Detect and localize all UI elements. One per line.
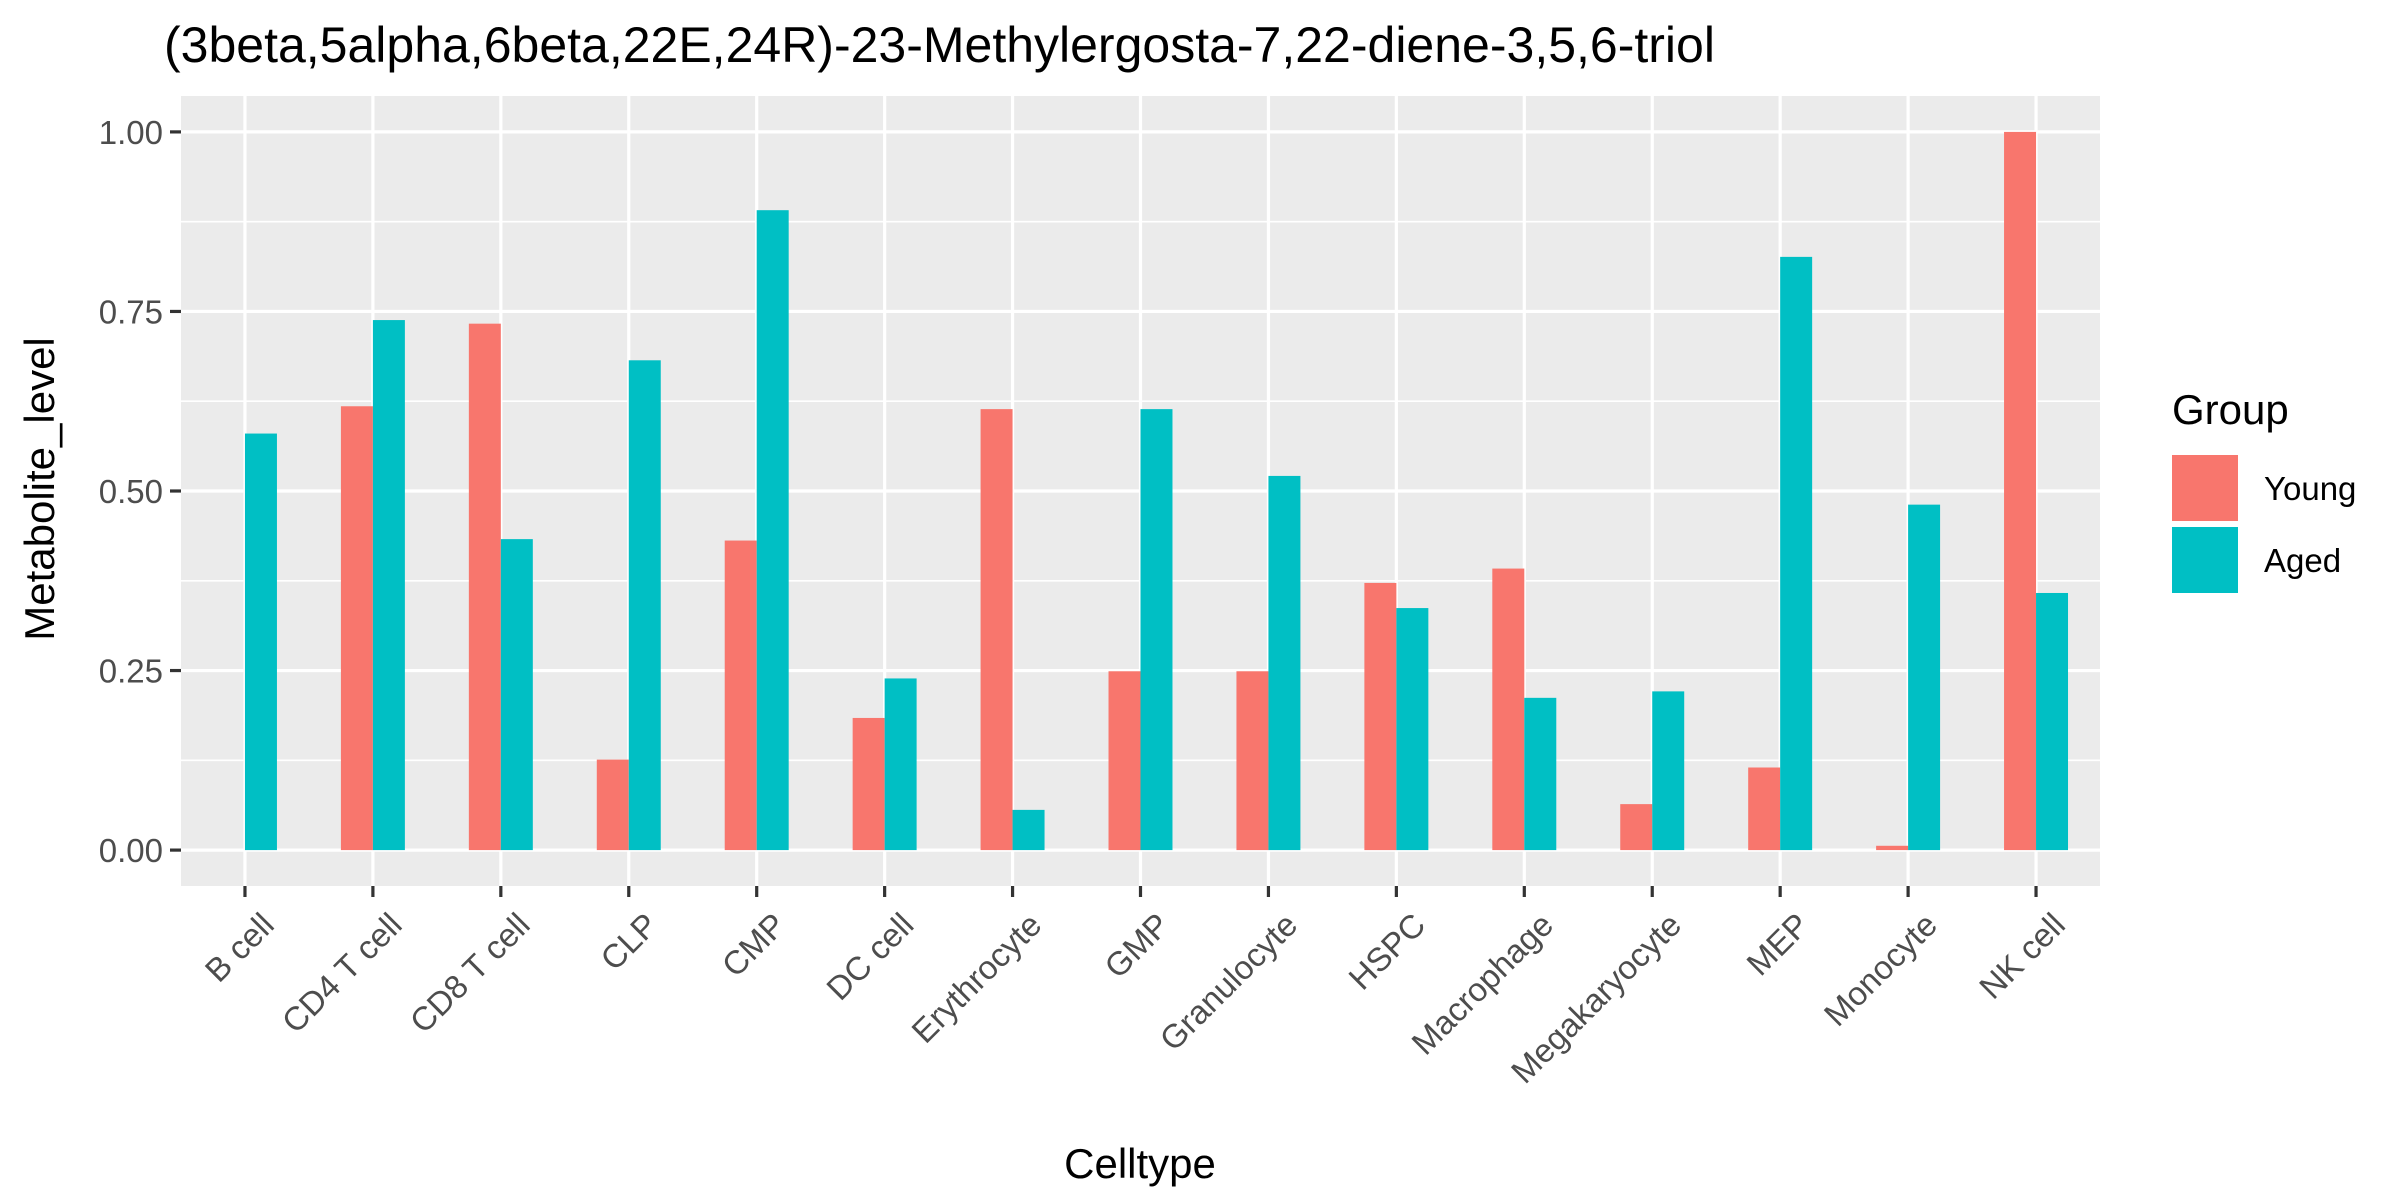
x-tick-label: CD8 T cell [403,906,537,1040]
legend-key-aged [2172,527,2238,593]
bar-aged-clp [628,360,661,851]
legend-items: Young Aged [2172,455,2356,593]
bar-aged-granulocyte [1268,475,1301,851]
bar-young-granulocyte [1236,671,1269,851]
bar-young-hspc [1364,582,1397,851]
x-tick-label: CD4 T cell [275,906,409,1040]
bar-young-erythrocyte [980,409,1013,851]
bar-aged-hspc [1396,608,1429,851]
x-tick-label: CLP [593,906,665,978]
y-tick-label: 0.25 [99,653,163,690]
x-tick-label: MEP [1739,906,1816,983]
legend: Group Young Aged [2172,386,2356,593]
bar-aged-cd8-t-cell [500,539,533,851]
legend-key-young [2172,455,2238,521]
bar-aged-cd4-t-cell [372,320,405,851]
bar-aged-dc-cell [884,678,917,851]
bar-aged-macrophage [1524,697,1557,851]
bar-aged-b-cell [244,433,277,851]
bar-young-cmp [724,540,757,851]
y-axis-title: Metabolite_level [16,337,63,641]
x-tick-label: Monocyte [1817,906,1944,1033]
bar-aged-megakaryocyte [1652,691,1685,851]
bar-young-monocyte [1876,845,1909,851]
bar-aged-monocyte [1908,504,1941,851]
bars [244,131,2069,851]
x-tick-label: Erythrocyte [904,906,1048,1050]
bar-young-nk-cell [2004,131,2037,851]
x-tick-label: CMP [715,906,793,984]
bar-young-clp [596,759,629,851]
bar-aged-erythrocyte [1012,809,1045,851]
x-tick-label: NK cell [1972,906,2072,1006]
bar-aged-cmp [756,210,789,851]
bar-young-dc-cell [852,717,885,851]
bar-aged-nk-cell [2036,592,2069,851]
y-tick-label: 0.50 [99,473,163,510]
bar-aged-mep [1780,256,1813,851]
bar-young-megakaryocyte [1620,804,1653,851]
legend-title: Group [2172,386,2289,433]
plot-panel [181,96,2100,886]
x-tick-label: DC cell [819,906,920,1007]
y-axis: 0.00 0.25 0.50 0.75 1.00 [99,114,181,869]
x-tick-label: HSPC [1341,906,1432,997]
x-tick-label: GMP [1097,906,1176,985]
bar-young-mep [1748,767,1781,851]
bar-aged-gmp [1140,409,1173,851]
y-tick-label: 0.00 [99,832,163,869]
x-tick-label: B cell [198,906,281,989]
bar-young-cd4-t-cell [340,406,373,851]
bar-young-macrophage [1492,568,1525,851]
bar-young-gmp [1108,671,1141,851]
legend-label-young: Young [2264,470,2356,507]
chart-title: (3beta,5alpha,6beta,22E,24R)-23-Methyler… [164,17,1715,73]
legend-label-aged: Aged [2264,542,2341,579]
y-tick-label: 0.75 [99,293,163,330]
x-axis-title: Celltype [1064,1140,1216,1187]
bar-young-cd8-t-cell [468,323,501,851]
y-tick-label: 1.00 [99,114,163,151]
x-tick-label: Granulocyte [1152,906,1304,1058]
